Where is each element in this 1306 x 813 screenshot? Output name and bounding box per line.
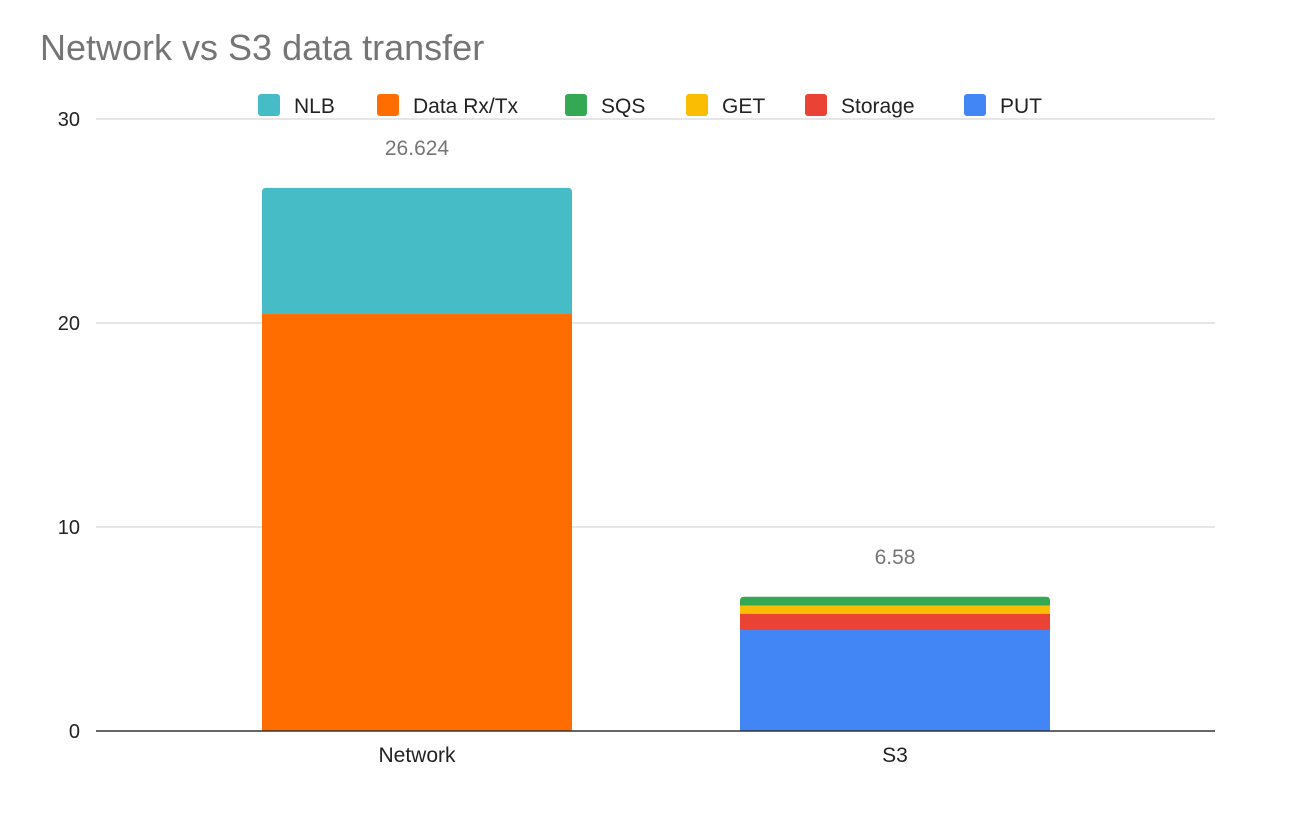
chart-title: Network vs S3 data transfer xyxy=(40,27,484,68)
bar-segment xyxy=(740,596,1050,606)
legend-swatch xyxy=(377,94,399,116)
bar-segment xyxy=(262,187,572,315)
legend-label: Data Rx/Tx xyxy=(413,95,519,118)
y-axis-tick-labels: 0 10 20 30 xyxy=(58,109,80,743)
legend-swatch xyxy=(258,94,280,116)
bar-segment xyxy=(262,314,572,731)
legend-label: Storage xyxy=(841,95,915,118)
bar-stacks xyxy=(262,187,1050,731)
total-label: 26.624 xyxy=(385,137,450,160)
legend-label: GET xyxy=(722,95,765,118)
bar-segment xyxy=(740,613,1050,631)
y-tick-label: 20 xyxy=(58,313,80,335)
legend-swatch xyxy=(964,94,986,116)
legend-swatch xyxy=(686,94,708,116)
legend-label: NLB xyxy=(294,95,335,118)
legend-label: PUT xyxy=(1000,95,1042,118)
y-tick-label: 30 xyxy=(58,109,80,131)
legend-label: SQS xyxy=(601,95,645,118)
total-labels: 26.624 6.58 xyxy=(385,137,916,569)
bar-segment xyxy=(740,605,1050,614)
y-tick-label: 0 xyxy=(69,721,80,743)
legend-swatch xyxy=(565,94,587,116)
y-tick-label: 10 xyxy=(58,517,80,539)
bar-segment xyxy=(740,630,1050,731)
x-tick-label: S3 xyxy=(882,744,908,767)
x-axis-tick-labels: Network S3 xyxy=(378,744,907,767)
total-label: 6.58 xyxy=(875,546,916,569)
legend-swatch xyxy=(805,94,827,116)
legend: NLB Data Rx/Tx SQS GET Storage PUT xyxy=(258,94,1042,118)
x-tick-label: Network xyxy=(378,744,456,767)
